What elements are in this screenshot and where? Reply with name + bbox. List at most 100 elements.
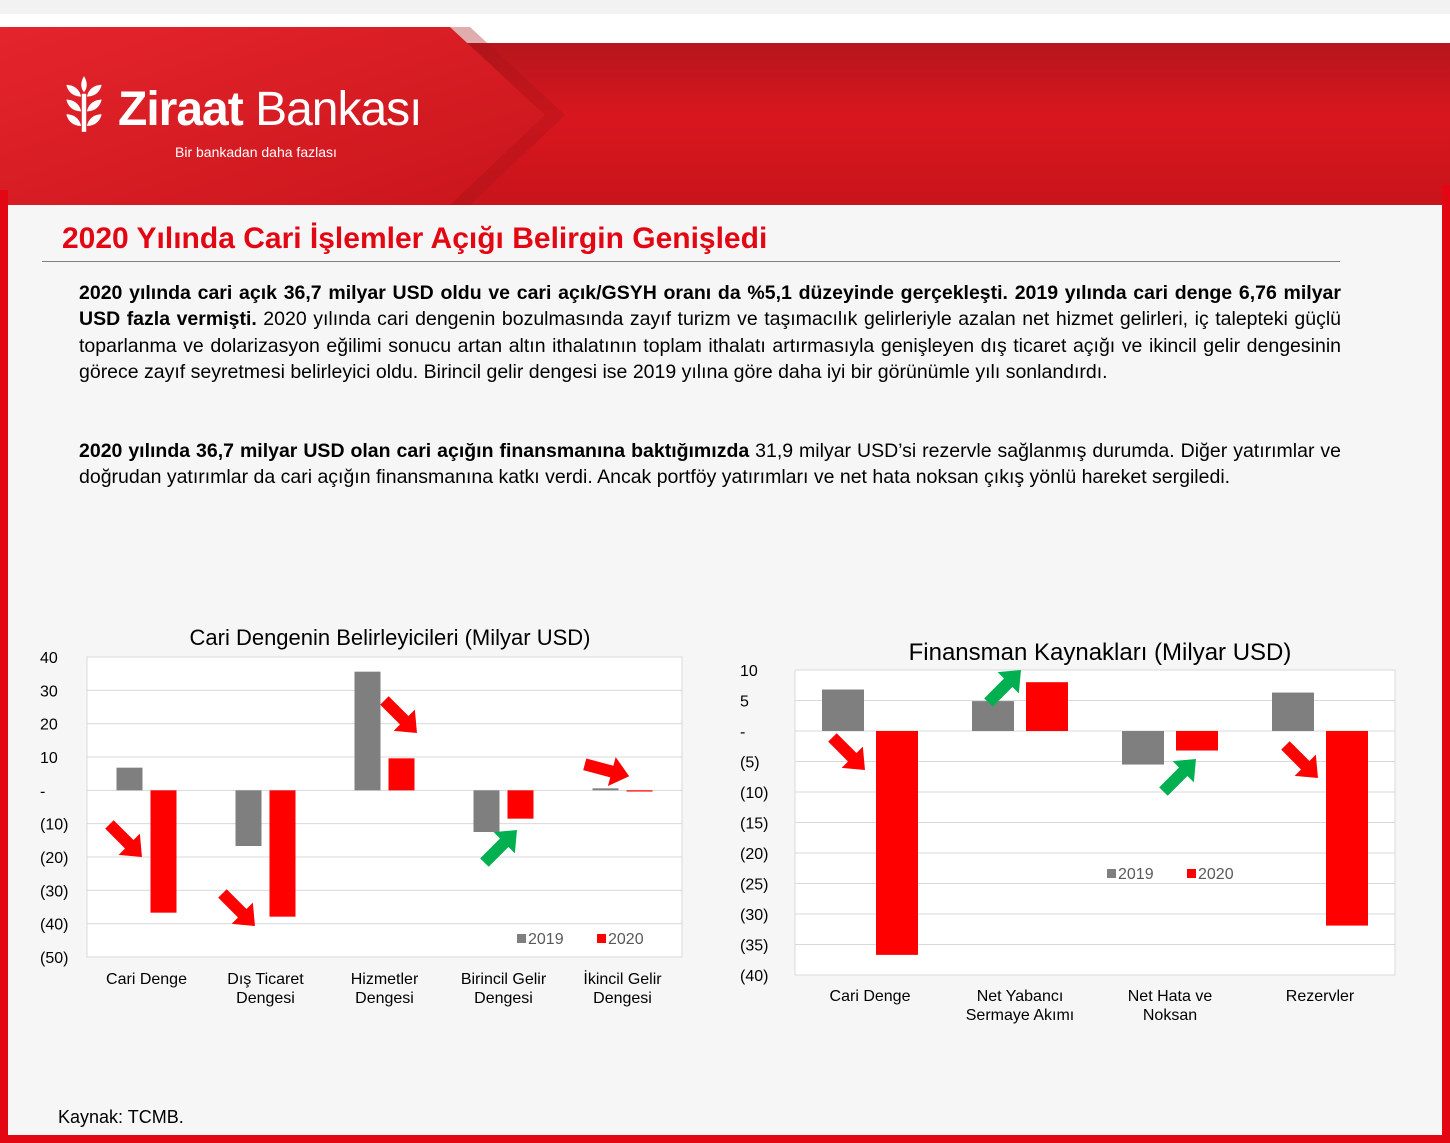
y-tick-label: (10) [740,785,768,802]
legend-label-2019: 2019 [528,931,564,948]
category-label: Rezervler [1286,988,1355,1005]
frame-bottom-border [0,1135,1450,1143]
red-arrow-icon [583,757,630,787]
bar-2020 [150,790,177,913]
y-tick-label: (5) [740,755,760,772]
category-label: Cari Denge [106,971,187,988]
red-arrow-icon-shape [105,820,142,857]
red-arrow-icon-shape [380,696,417,733]
green-arrow-icon [480,830,517,867]
green-arrow-icon-shape [1159,759,1196,796]
y-tick-label: - [740,724,745,741]
legend-label-2019: 2019 [1118,866,1154,883]
brand-name-bold: Ziraat [118,83,244,136]
y-tick-label: (25) [740,877,768,894]
brand-slogan: Bir bankadan daha fazlası [175,144,337,160]
green-arrow-icon [1159,759,1196,796]
red-arrow-icon [380,696,417,733]
page-title: 2020 Yılında Cari İşlemler Açığı Belirgi… [62,222,768,255]
y-tick-label: (35) [740,938,768,955]
bar-2020 [1026,682,1068,731]
category-label: Cari Denge [830,988,911,1005]
category-label: Dengesi [355,990,414,1007]
bar-2020 [1176,731,1218,751]
paragraph-1-bold: 2020 yılında cari açık 36,7 milyar USD o… [79,282,1341,331]
chart-cari-denge: 40 30 20 10 - (10) (20) (30) (40) (50) Cari Dengen… [40,625,683,1007]
red-arrow-icon [218,889,255,926]
category-label: Sermaye Akımı [966,1007,1074,1024]
bar-2020 [507,790,534,819]
bar-2019 [116,767,143,791]
category-label: Dış Ticaret [227,971,304,988]
red-arrow-icon-shape [218,889,255,926]
y-tick-label: - [40,783,45,800]
chart-title: Cari Dengenin Belirleyicileri (Milyar US… [190,625,591,650]
y-tick-label: 20 [40,717,58,734]
category-label: Hizmetler [351,971,419,988]
y-tick-label: (50) [40,950,68,967]
legend-swatch-2019 [517,934,526,943]
y-tick-label: (30) [740,907,768,924]
y-tick-label: (30) [40,883,68,900]
y-tick-label: 5 [740,694,749,711]
y-tick-label: (40) [40,917,68,934]
green-arrow-icon-shape [984,670,1021,707]
category-label: Net Yabancı [977,988,1064,1005]
paragraph-1-rest: 2020 yılında cari dengenin bozulmasında … [79,308,1341,384]
paragraph-2-bold: 2020 yılında 36,7 milyar USD olan cari a… [79,440,750,462]
header-banner [0,27,1450,205]
bar-2020 [388,758,415,791]
source-note: Kaynak: TCMB. [58,1107,184,1127]
red-arrow-icon-shape [1281,741,1318,778]
category-label: İkincil Gelir [583,969,662,988]
category-label: Dengesi [236,990,295,1007]
legend-swatch-2019 [1107,869,1116,878]
wheat-icon [66,76,102,132]
bar-2019 [1272,692,1314,731]
legend-swatch-2020 [1187,869,1196,878]
y-tick-label: (20) [40,850,68,867]
bar-2020 [269,790,296,917]
bar-2020 [626,790,653,792]
paragraph-2-rest: 31,9 milyar USD’si rezervle sağlanmış du… [79,440,1341,489]
frame-left-border [0,190,8,1143]
green-arrow-icon-shape [480,830,517,867]
category-label: Birincil Gelir [461,971,547,988]
paragraph-1: 2020 yılında cari açık 36,7 milyar USD o… [79,280,1341,386]
brand-name-regular: Bankası [255,83,422,136]
category-label: Dengesi [593,990,652,1007]
y-tick-label: (40) [740,968,768,985]
category-label: Net Hata ve [1128,988,1213,1005]
y-tick-label: 10 [40,750,58,767]
bar-2020 [1326,731,1368,926]
red-arrow-icon [105,820,142,857]
category-label: Dengesi [474,990,533,1007]
paragraph-2: 2020 yılında 36,7 milyar USD olan cari a… [79,438,1341,491]
top-strip [0,0,1450,14]
title-divider [42,261,1340,262]
category-label: Noksan [1143,1007,1197,1024]
green-arrow-icon [984,670,1021,707]
y-tick-label: (20) [740,846,768,863]
bar-2019 [1122,731,1164,765]
bar-2019 [592,788,619,791]
red-arrow-icon-shape [583,757,630,787]
legend-label-2020: 2020 [1198,866,1234,883]
bar-2020 [876,731,918,955]
red-arrow-icon [828,733,865,770]
y-tick-label: (10) [40,817,68,834]
y-tick-label: 40 [40,650,58,667]
y-tick-label: 10 [740,663,758,680]
bar-2019 [235,790,262,846]
legend-swatch-2020 [597,934,606,943]
chart-finansman: 10 5 - (5) (10) (15) (20) (25) (30) (35) (40) Finan… [740,639,1396,1024]
red-arrow-icon [1281,741,1318,778]
bar-2019 [822,689,864,731]
bar-2019 [473,790,500,832]
frame-right-border [1442,185,1450,1143]
chart-title: Finansman Kaynakları (Milyar USD) [909,639,1292,666]
y-tick-label: 30 [40,683,58,700]
bar-2019 [354,671,381,791]
y-tick-label: (15) [740,816,768,833]
